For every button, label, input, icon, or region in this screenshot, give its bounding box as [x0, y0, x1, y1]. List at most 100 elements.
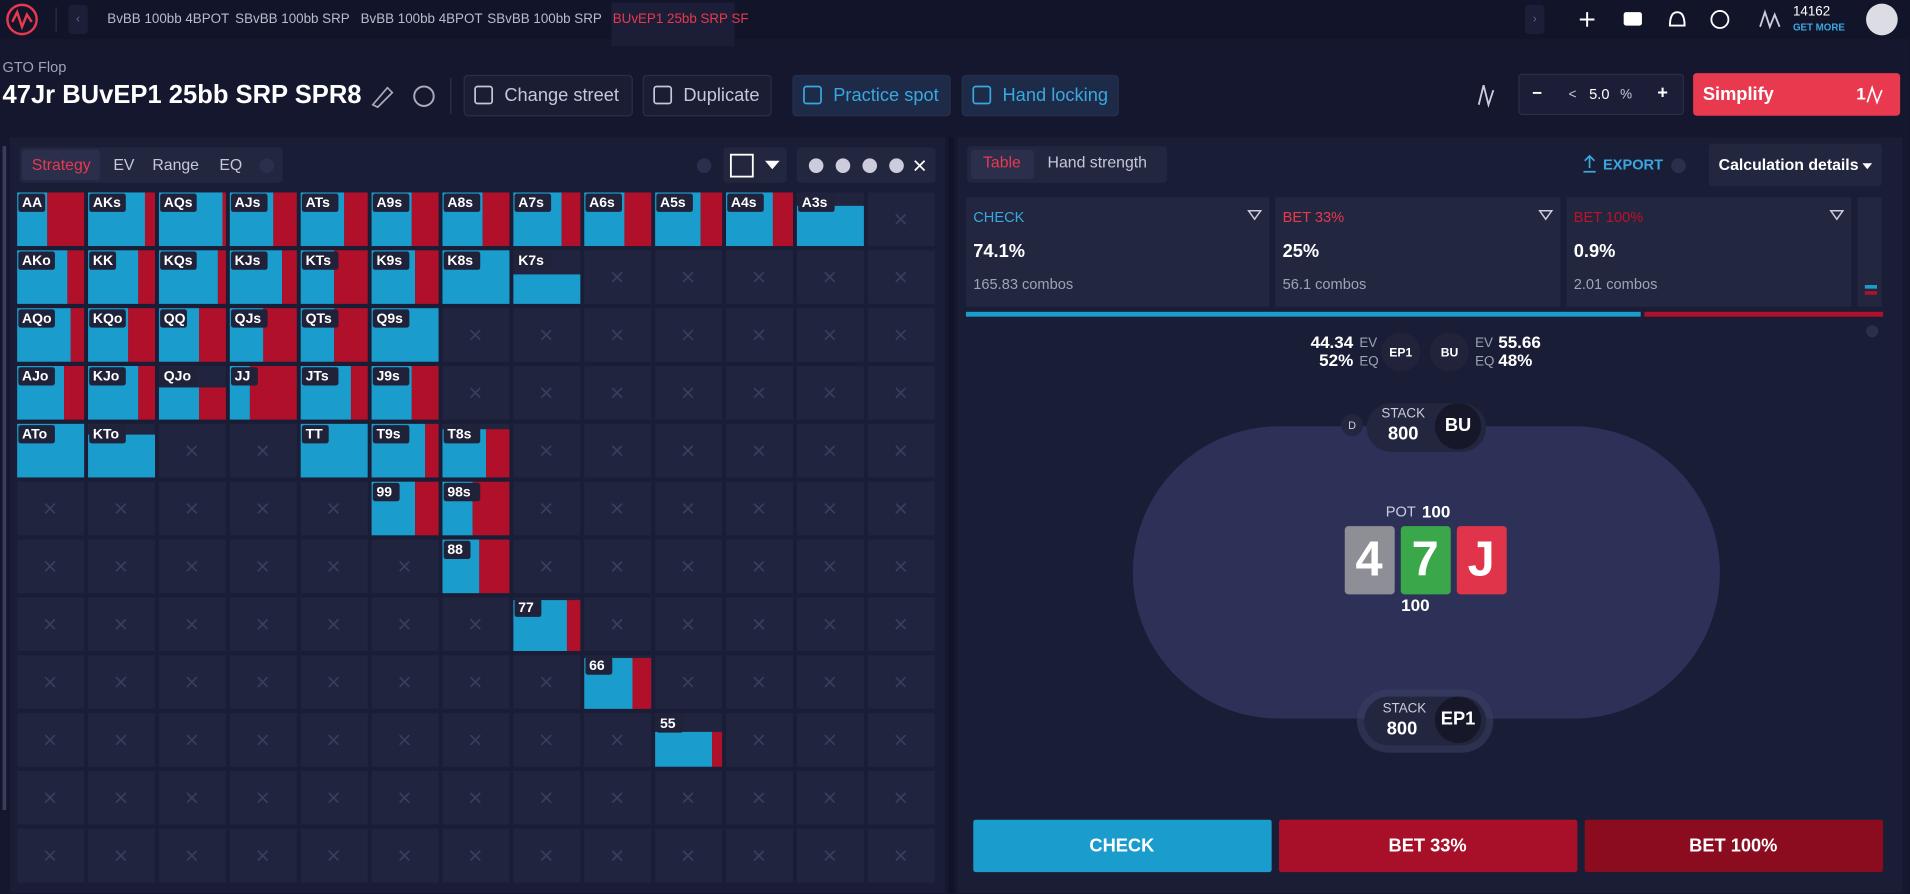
logo [6, 3, 38, 36]
hand-label-bg [301, 425, 329, 444]
nav-tab[interactable]: BvBB 100bb 4BPOT [361, 11, 483, 26]
simplify-label[interactable]: Simplify [1703, 83, 1775, 104]
hand-label: QJo [164, 368, 191, 384]
pot-value: 100 [1422, 502, 1450, 521]
hand-label-bg [89, 367, 126, 386]
nav-tab[interactable]: SBvBB 100bb SRP [487, 11, 602, 26]
empty-cell-mark [753, 503, 765, 514]
empty-cell-mark [611, 734, 623, 746]
strategy-tab[interactable]: EV [113, 157, 135, 174]
action-combos: 56.1 combos [1283, 277, 1367, 293]
strategy-tab[interactable]: Strategy [32, 157, 91, 174]
close-icon[interactable] [914, 160, 926, 172]
header-button-label[interactable]: Change street [504, 84, 619, 105]
nav-scroll-left[interactable] [68, 4, 88, 35]
hand-label: A9s [376, 194, 402, 210]
action-button[interactable] [973, 819, 1272, 873]
action-button[interactable] [1584, 819, 1884, 873]
hand-label: K8s [447, 252, 473, 268]
strategy-tab[interactable]: Range [152, 157, 199, 174]
hand-label: KJo [93, 368, 119, 384]
hand-label: A5s [660, 194, 686, 210]
empty-cell-mark [257, 676, 269, 688]
simplify-count: 1 [1856, 85, 1865, 104]
bell-icon[interactable] [1668, 11, 1686, 27]
empty-cell-mark [540, 445, 552, 457]
empty-cell-mark [186, 792, 198, 804]
bet-frequency [479, 539, 510, 594]
header-button-label[interactable]: Hand locking [1003, 84, 1109, 105]
view-tab[interactable]: Hand strength [1048, 154, 1147, 171]
eq-value: 52% [1319, 351, 1353, 370]
action-button[interactable] [1278, 819, 1578, 873]
hand-label-bg [160, 367, 197, 386]
bet-frequency [199, 387, 226, 420]
avatar[interactable] [1866, 3, 1898, 36]
action-button-label[interactable]: BET 33% [1389, 834, 1467, 855]
ev-label: EV [1359, 335, 1377, 350]
grid-view-toggle[interactable] [723, 147, 787, 183]
action-card[interactable] [965, 197, 1270, 307]
hand-label-bg [372, 309, 410, 328]
empty-cell-mark [257, 734, 269, 746]
empty-cell-mark [328, 560, 340, 572]
bet-frequency [700, 192, 723, 247]
export-button[interactable]: EXPORT [1603, 158, 1663, 174]
header-button[interactable] [961, 74, 1119, 117]
bet-frequency [344, 192, 368, 247]
step-plus[interactable]: + [1657, 82, 1668, 103]
view-tab[interactable]: Table [983, 154, 1021, 171]
hand-label: J9s [376, 368, 400, 384]
empty-cell-mark [44, 734, 56, 746]
pot-label: POT [1386, 505, 1416, 521]
empty-cell-mark [469, 618, 481, 630]
seat-name: EP1 [1389, 345, 1412, 359]
action-card[interactable] [1275, 197, 1561, 307]
nav-scroll-right[interactable] [1525, 4, 1545, 35]
step-value: 5.0 [1589, 87, 1609, 103]
empty-cell-mark [115, 792, 127, 804]
header-button[interactable] [463, 74, 633, 117]
empty-cell-mark [824, 734, 836, 746]
hand-label: K7s [518, 252, 544, 268]
chat-icon[interactable] [1623, 12, 1642, 26]
header-button-label[interactable]: Duplicate [683, 84, 759, 105]
help-icon[interactable] [1710, 10, 1730, 29]
strategy-tab[interactable]: EQ [219, 157, 242, 174]
spot-title: 47Jr BUvEP1 25bb SRP SPR8 [3, 81, 362, 109]
bet-frequency [624, 192, 652, 247]
calc-details-label[interactable]: Calculation details [1719, 157, 1859, 174]
eq-label: EQ [1359, 353, 1378, 368]
simplify-button[interactable] [1693, 73, 1901, 116]
calc-details[interactable] [1708, 143, 1882, 187]
hand-label-bg [301, 367, 339, 386]
header-button-label[interactable]: Practice spot [833, 84, 939, 105]
empty-cell-mark [44, 560, 56, 572]
hand-label-bg [18, 193, 46, 212]
header-button[interactable] [792, 74, 951, 117]
action-button-label[interactable]: CHECK [1089, 834, 1155, 855]
action-button-label[interactable]: BET 100% [1689, 834, 1777, 855]
settings-icon[interactable] [413, 85, 435, 107]
bet-frequency [138, 366, 156, 420]
bet-frequency [70, 308, 85, 362]
hand-label-bg [443, 193, 481, 212]
nav-tab[interactable]: BvBB 100bb 4BPOT [107, 11, 229, 26]
chevron: › [1533, 12, 1537, 26]
add-icon[interactable] [1579, 12, 1595, 27]
nav-tab[interactable]: BUvEP1 25bb SRP SF [613, 11, 749, 26]
check-frequency [513, 274, 581, 304]
action-card[interactable] [1566, 197, 1852, 307]
empty-cell-mark [611, 850, 623, 862]
empty-cell-mark [895, 676, 907, 688]
step-minus[interactable]: − [1532, 83, 1542, 102]
empty-cell-mark [257, 850, 269, 862]
empty-cell-mark [398, 792, 410, 804]
active-tab-bg [611, 2, 735, 47]
step-prev[interactable]: < [1569, 87, 1577, 102]
header-button[interactable] [642, 74, 772, 117]
get-more[interactable]: GET MORE [1793, 23, 1845, 34]
nav-tab[interactable]: SBvBB 100bb SRP [235, 11, 350, 26]
edit-icon[interactable] [371, 86, 394, 109]
empty-cell-mark [186, 850, 198, 862]
